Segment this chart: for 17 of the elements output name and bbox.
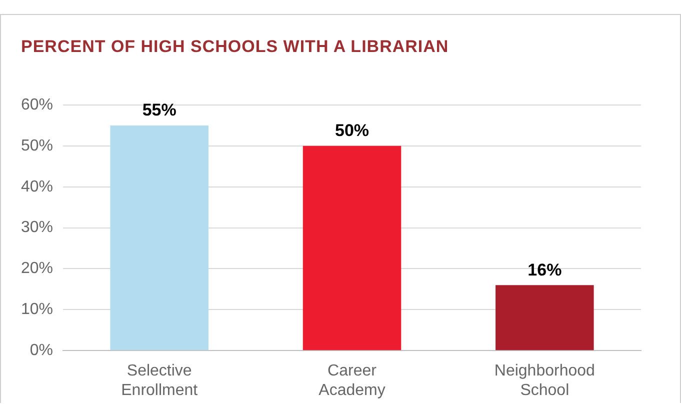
y-tick-label: 60% <box>20 96 54 114</box>
y-tick-label: 20% <box>20 260 54 278</box>
bar <box>110 125 208 350</box>
data-label: 50% <box>334 121 370 140</box>
x-tick-label: Selective Enrollment <box>121 362 198 399</box>
chart-title: PERCENT OF HIGH SCHOOLS WITH A LIBRARIAN <box>20 36 450 58</box>
y-tick-label: 30% <box>20 219 54 236</box>
bar <box>496 285 594 350</box>
y-tick-label: 50% <box>20 137 54 154</box>
bar <box>302 146 402 350</box>
y-tick-label: 10% <box>20 301 54 318</box>
y-tick-label: 0% <box>30 342 54 360</box>
x-tick-label: Career Academy <box>318 362 386 399</box>
data-label: 16% <box>528 260 562 280</box>
x-tick-label: Neighborhood School <box>494 362 595 399</box>
data-label: 55% <box>142 100 176 120</box>
y-tick-label: 40% <box>20 178 54 196</box>
